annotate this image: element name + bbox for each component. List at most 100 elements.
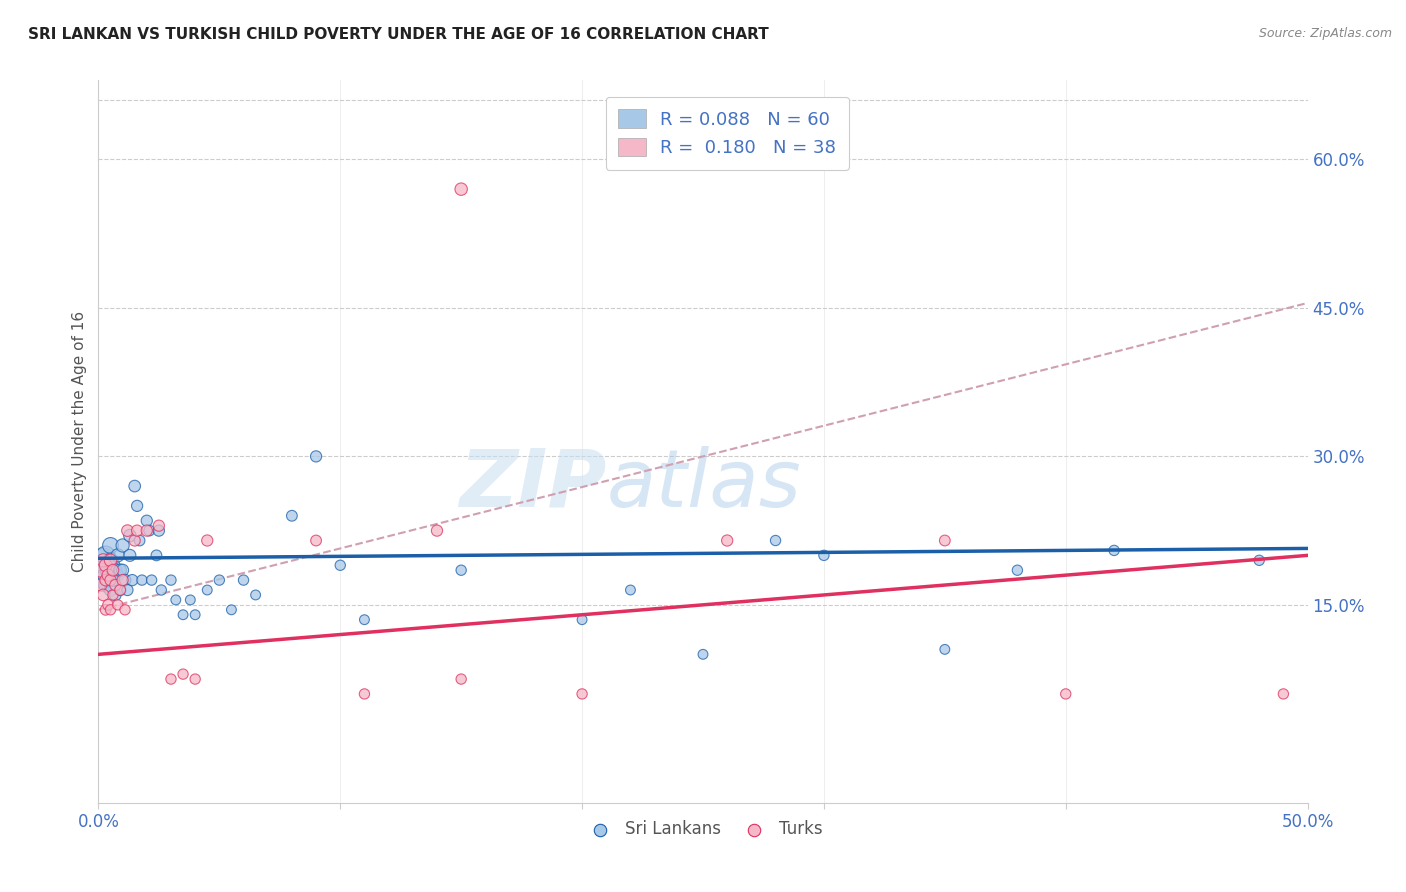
Point xyxy=(127,524,149,538)
Point xyxy=(1272,687,1295,701)
Point xyxy=(111,573,134,587)
Point xyxy=(148,524,170,538)
Point xyxy=(145,549,167,563)
Point xyxy=(91,553,114,567)
Point xyxy=(184,607,207,622)
Point xyxy=(305,533,328,548)
Point xyxy=(94,549,117,563)
Point xyxy=(94,578,117,592)
Point xyxy=(281,508,304,523)
Point xyxy=(692,648,714,662)
Point xyxy=(208,573,231,587)
Text: Source: ZipAtlas.com: Source: ZipAtlas.com xyxy=(1258,27,1392,40)
Point xyxy=(104,588,127,602)
Point xyxy=(571,613,593,627)
Point xyxy=(114,573,136,587)
Point xyxy=(571,687,593,701)
Point xyxy=(232,573,254,587)
Point xyxy=(934,642,956,657)
Point xyxy=(91,553,114,567)
Point xyxy=(117,524,139,538)
Point xyxy=(101,558,124,573)
Legend: Sri Lankans, Turks: Sri Lankans, Turks xyxy=(576,814,830,845)
Point xyxy=(97,563,120,577)
Point xyxy=(100,573,122,587)
Point xyxy=(107,549,129,563)
Point xyxy=(94,603,117,617)
Point xyxy=(94,558,117,573)
Point xyxy=(1007,563,1029,577)
Point xyxy=(101,563,124,577)
Point xyxy=(135,524,157,538)
Point xyxy=(165,593,187,607)
Point xyxy=(124,479,146,493)
Point xyxy=(160,573,183,587)
Point xyxy=(148,518,170,533)
Text: atlas: atlas xyxy=(606,446,801,524)
Point xyxy=(160,672,183,686)
Point xyxy=(111,539,134,553)
Point xyxy=(121,573,143,587)
Y-axis label: Child Poverty Under the Age of 16: Child Poverty Under the Age of 16 xyxy=(72,311,87,572)
Point xyxy=(179,593,201,607)
Point xyxy=(353,687,375,701)
Point xyxy=(111,563,134,577)
Point xyxy=(90,578,112,592)
Point xyxy=(118,549,141,563)
Point xyxy=(108,563,131,577)
Point xyxy=(172,667,194,681)
Point xyxy=(100,603,122,617)
Point xyxy=(100,582,122,597)
Point xyxy=(97,598,120,612)
Point xyxy=(426,524,449,538)
Point xyxy=(100,553,122,567)
Point xyxy=(100,539,122,553)
Point xyxy=(108,582,131,597)
Point xyxy=(124,533,146,548)
Point xyxy=(1249,553,1271,567)
Point xyxy=(131,573,153,587)
Point xyxy=(172,607,194,622)
Point xyxy=(150,582,173,597)
Point xyxy=(94,568,117,582)
Point xyxy=(765,533,787,548)
Point xyxy=(94,573,117,587)
Point xyxy=(90,563,112,577)
Point xyxy=(127,499,149,513)
Point xyxy=(108,582,131,597)
Text: ZIP: ZIP xyxy=(458,446,606,524)
Point xyxy=(195,533,218,548)
Point xyxy=(329,558,352,573)
Point xyxy=(184,672,207,686)
Point xyxy=(91,588,114,602)
Point xyxy=(450,672,472,686)
Point xyxy=(100,553,122,567)
Point xyxy=(934,533,956,548)
Point xyxy=(118,528,141,542)
Point xyxy=(128,533,150,548)
Point xyxy=(101,573,124,587)
Point xyxy=(97,568,120,582)
Point xyxy=(619,582,641,597)
Point xyxy=(716,533,738,548)
Point xyxy=(450,563,472,577)
Point xyxy=(138,524,160,538)
Point xyxy=(1054,687,1077,701)
Point xyxy=(107,568,129,582)
Point xyxy=(107,598,129,612)
Point xyxy=(101,588,124,602)
Point xyxy=(353,613,375,627)
Point xyxy=(450,182,472,196)
Point xyxy=(813,549,835,563)
Point xyxy=(135,514,157,528)
Point xyxy=(221,603,243,617)
Point xyxy=(245,588,267,602)
Point xyxy=(104,563,127,577)
Point xyxy=(141,573,163,587)
Point xyxy=(91,573,114,587)
Point xyxy=(117,582,139,597)
Point xyxy=(305,450,328,464)
Point xyxy=(104,578,127,592)
Point xyxy=(1102,543,1125,558)
Point xyxy=(97,573,120,587)
